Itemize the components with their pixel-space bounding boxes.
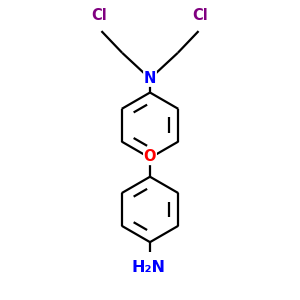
Text: O: O (144, 149, 156, 164)
Text: N: N (144, 71, 156, 86)
Text: H₂N: H₂N (131, 260, 165, 275)
Text: Cl: Cl (193, 8, 208, 23)
Text: Cl: Cl (92, 8, 107, 23)
